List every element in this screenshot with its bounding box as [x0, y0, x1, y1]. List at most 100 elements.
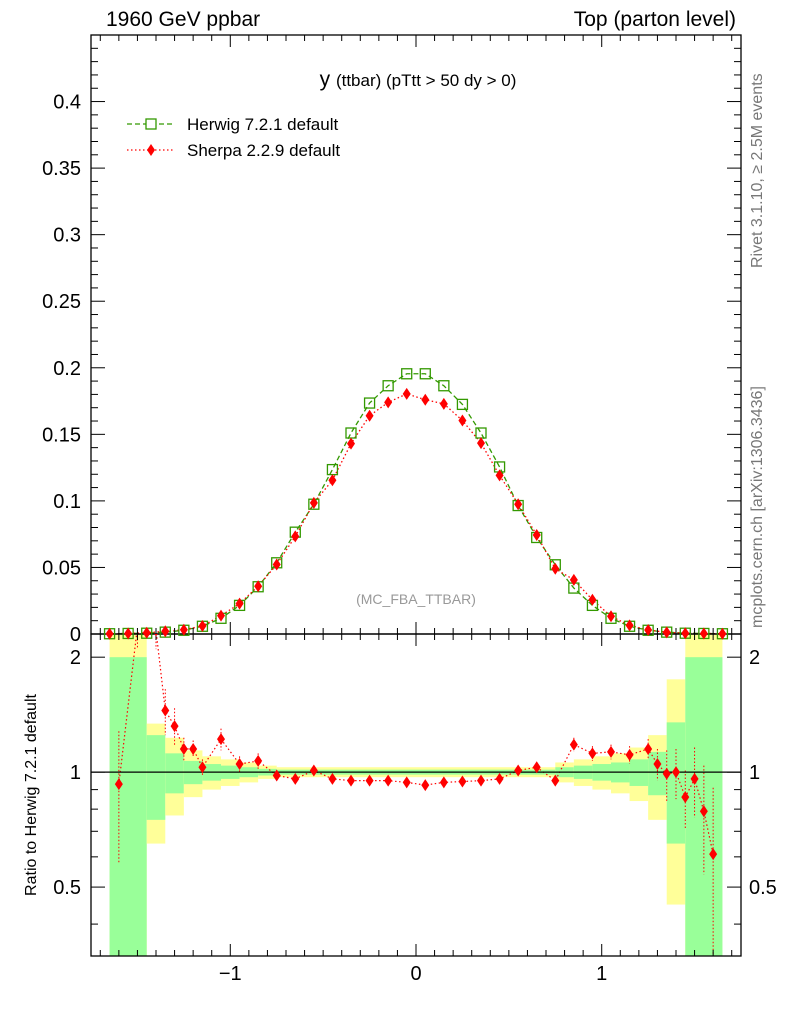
ratio-point: [217, 733, 225, 746]
ratio-point: [328, 772, 337, 785]
ratio-point: [625, 748, 634, 761]
ratio-point: [272, 769, 281, 782]
ratio-point: [672, 766, 680, 779]
sherpa-point: [198, 620, 207, 633]
data-markers: [103, 368, 729, 861]
chart-title: y (ttbar) (pTtt > 50 dy > 0): [320, 68, 517, 91]
ratio-point: [551, 774, 560, 787]
ratio-point: [309, 764, 318, 777]
sherpa-point: [644, 624, 653, 637]
x-tick-label: −1: [219, 963, 242, 985]
ratio-point: [198, 761, 207, 774]
ratio-inner-band: [165, 753, 184, 794]
ratio-y-tick-label-right: 1: [749, 762, 760, 784]
ratio-y-axis-label: Ratio to Herwig 7.2.1 default: [23, 694, 40, 896]
y-tick-label: 0.15: [42, 424, 81, 446]
sherpa-point: [254, 580, 263, 593]
ratio-y-tick-label: 0.5: [53, 877, 81, 899]
ratio-point: [662, 767, 671, 780]
y-tick-label: 0.4: [53, 92, 81, 114]
series-lines: [91, 373, 741, 956]
ratio-point: [495, 772, 504, 785]
ratio-point: [384, 774, 393, 787]
ratio-point: [291, 772, 300, 785]
chart-text: 0 0.05 0.1 0.15 0.2 0.25 0.3 0.35 0.4 0.5 0.5 1 1 2 2 −…: [23, 68, 777, 985]
analysis-watermark: (MC_FBA_TTBAR): [356, 591, 476, 607]
herwig-point: [345, 427, 357, 439]
sherpa-point: [625, 619, 634, 632]
sherpa-point: [421, 393, 430, 406]
y-tick-label: 0.3: [53, 225, 81, 247]
sherpa-point: [458, 414, 467, 427]
x-tick-label: 0: [410, 963, 421, 985]
sherpa-point: [291, 530, 300, 543]
plot-frames: [90, 34, 742, 957]
ratio-point: [347, 774, 355, 787]
legend-sherpa-marker: [147, 144, 155, 156]
ratio-line: [118, 634, 714, 855]
legend-herwig-label: Herwig 7.2.1 default: [187, 115, 338, 134]
legend-sherpa-label: Sherpa 2.2.9 default: [187, 141, 340, 160]
ratio-y-tick-label: 2: [70, 647, 81, 669]
ratio-point: [154, 634, 158, 637]
sherpa-point: [551, 562, 560, 575]
sherpa-point: [328, 474, 337, 487]
sherpa-point: [347, 437, 355, 450]
ratio-point: [114, 778, 123, 791]
ratio-inner-band: [666, 722, 686, 844]
process-label: Top (parton level): [573, 8, 736, 31]
ratio-point: [514, 764, 523, 777]
chart-title-symbol: y: [320, 68, 336, 91]
sherpa-point: [699, 627, 708, 640]
axis-ticks: [91, 34, 741, 956]
ratio-point: [699, 805, 708, 818]
sherpa-point: [439, 397, 448, 410]
ratio-point: [254, 754, 263, 767]
herwig-point: [475, 427, 487, 439]
ratio-point: [607, 745, 615, 758]
sherpa-point: [217, 609, 225, 622]
herwig-point: [456, 398, 469, 411]
x-tick-label: 1: [596, 963, 607, 985]
sherpa-point: [495, 469, 504, 482]
herwig-point: [382, 380, 394, 392]
sherpa-point: [718, 627, 727, 640]
sherpa-point: [532, 528, 541, 541]
sherpa-point: [179, 623, 188, 636]
ratio-point: [189, 742, 198, 755]
sherpa-point: [272, 558, 281, 571]
sherpa-point: [402, 387, 411, 400]
sherpa-point: [142, 626, 151, 639]
ratio-point: [569, 738, 578, 751]
y-tick-label: 0: [70, 624, 81, 646]
ratio-point: [644, 742, 653, 755]
ratio-inner-band: [109, 657, 147, 956]
ratio-markers: [114, 634, 718, 861]
sherpa-point: [161, 625, 170, 638]
y-tick-label: 0.05: [42, 557, 81, 579]
sherpa-point: [309, 496, 318, 509]
herwig-point: [363, 397, 376, 409]
sherpa-point: [124, 627, 133, 640]
sherpa-point: [681, 627, 690, 640]
y-tick-label: 0.25: [42, 291, 81, 313]
ratio-point: [439, 776, 448, 789]
ratio-point: [690, 772, 699, 785]
ratio-point: [365, 774, 374, 787]
sherpa-point: [365, 409, 374, 422]
ratio-point: [681, 791, 690, 804]
sherpa-point: [235, 597, 244, 610]
herwig-point: [419, 368, 431, 380]
ratio-inner-band: [146, 735, 166, 820]
herwig-line: [109, 373, 723, 635]
ratio-point: [402, 776, 411, 789]
ratio-y-tick-label-right: 2: [749, 647, 760, 669]
ratio-bands: [109, 634, 723, 956]
ratio-y-tick-label: 1: [70, 762, 81, 784]
ratio-point: [179, 742, 188, 755]
ratio-point: [170, 720, 179, 733]
legend-herwig-marker: [145, 118, 157, 130]
ratio-point: [532, 761, 541, 774]
sherpa-point: [514, 498, 523, 511]
